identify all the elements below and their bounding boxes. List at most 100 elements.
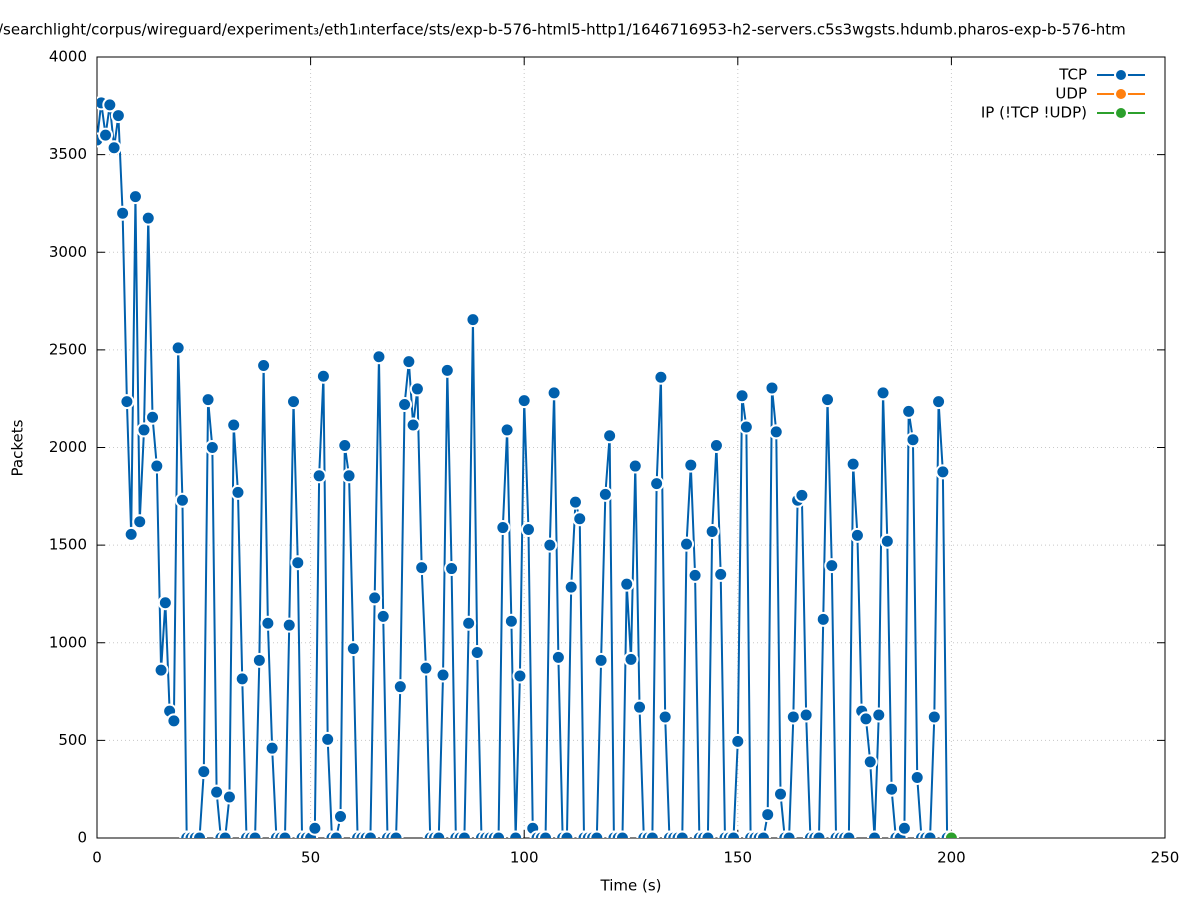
x-tick-label: 150 (723, 849, 752, 867)
data-point (760, 807, 776, 823)
data-point (110, 108, 126, 124)
data-point (166, 713, 182, 729)
legend-marker (1114, 68, 1128, 82)
data-point (896, 820, 912, 836)
data-point (730, 733, 746, 749)
y-axis-label: Packets (9, 419, 27, 476)
data-point (657, 709, 673, 725)
data-point (862, 754, 878, 770)
data-point (867, 830, 883, 838)
data-point (230, 484, 246, 500)
data-point (943, 830, 959, 838)
data-point (884, 781, 900, 797)
data-point (798, 707, 814, 723)
legend-marker (1114, 87, 1128, 101)
data-point (192, 830, 208, 838)
y-tick-label: 2500 (49, 340, 87, 358)
data-point (764, 380, 780, 396)
data-point (102, 97, 118, 113)
data-point (388, 830, 404, 838)
data-point (367, 590, 383, 606)
data-point (922, 830, 938, 838)
x-tick-label: 0 (92, 849, 102, 867)
data-point (209, 784, 225, 800)
y-tick-label: 3000 (49, 243, 87, 261)
chart-title: /searchlight/corpus/wireguard/experiment… (0, 21, 1126, 39)
data-point (713, 566, 729, 582)
data-point (418, 660, 434, 676)
data-point (337, 438, 353, 454)
data-point (593, 652, 609, 668)
data-point (157, 595, 173, 611)
data-point (315, 368, 331, 384)
legend-label: IP (!TCP !UDP) (981, 104, 1087, 122)
data-point (614, 830, 630, 838)
data-point (127, 189, 143, 205)
data-point (435, 667, 451, 683)
data-point (132, 514, 148, 530)
data-point (491, 830, 507, 838)
data-point (926, 709, 942, 725)
data-point (734, 388, 750, 404)
legend-label: UDP (1055, 85, 1087, 103)
data-point (153, 662, 169, 678)
data-point (871, 707, 887, 723)
data-point (679, 536, 695, 552)
data-point (905, 432, 921, 448)
data-point (397, 397, 413, 413)
data-point (256, 357, 272, 373)
data-point (516, 393, 532, 409)
data-point (820, 392, 836, 408)
data-point (602, 428, 618, 444)
data-point (495, 520, 511, 536)
y-tick-label: 4000 (49, 48, 87, 66)
data-point (858, 711, 874, 727)
data-point (226, 417, 242, 433)
data-point (371, 349, 387, 365)
data-point (546, 385, 562, 401)
y-tick-label: 1500 (49, 536, 87, 554)
data-point (909, 769, 925, 785)
data-point (431, 830, 447, 838)
data-point (653, 369, 669, 385)
data-point (508, 830, 524, 838)
data-point (136, 422, 152, 438)
data-point (935, 464, 951, 480)
legend-label: TCP (1058, 66, 1087, 84)
data-point (683, 457, 699, 473)
data-point (824, 558, 840, 574)
series-line (97, 102, 949, 838)
y-tick-label: 3500 (49, 145, 87, 163)
data-point (849, 527, 865, 543)
data-point (281, 617, 297, 633)
data-point (901, 403, 917, 419)
data-point (264, 740, 280, 756)
data-point (405, 417, 421, 433)
data-point (345, 641, 361, 657)
x-tick-label: 200 (937, 849, 966, 867)
data-point (879, 533, 895, 549)
data-point (768, 424, 784, 440)
data-point (286, 394, 302, 410)
y-tick-label: 0 (77, 829, 87, 847)
data-point (512, 668, 528, 684)
y-tick-label: 500 (58, 731, 87, 749)
data-point (409, 381, 425, 397)
data-point (149, 458, 165, 474)
data-point (465, 312, 481, 328)
x-tick-label: 100 (510, 849, 539, 867)
data-point (781, 830, 797, 838)
legend-marker (1114, 106, 1128, 120)
data-point (414, 560, 430, 576)
data-point (290, 555, 306, 571)
data-point (704, 523, 720, 539)
data-point (503, 613, 519, 629)
y-tick-label: 1000 (49, 633, 87, 651)
data-point (687, 567, 703, 583)
data-point (559, 830, 575, 838)
data-point (619, 576, 635, 592)
data-point (217, 830, 233, 838)
data-point (931, 394, 947, 410)
data-point (841, 830, 857, 838)
data-point (589, 830, 605, 838)
